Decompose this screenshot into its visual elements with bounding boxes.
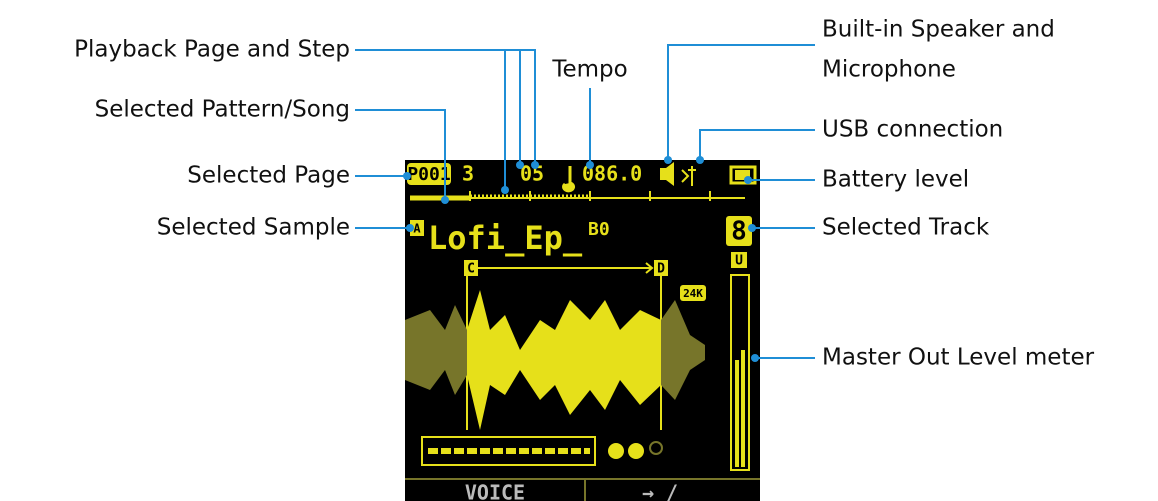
end-marker: D	[657, 262, 665, 277]
callout-label: Selected Page	[187, 163, 350, 189]
callout-label: Master Out Level meter	[822, 345, 1095, 371]
tab[interactable]: VOICE	[465, 481, 525, 501]
sample-slot: A	[413, 222, 421, 236]
callout-label: USB connection	[822, 117, 1003, 143]
callout-label: Selected Track	[822, 215, 990, 241]
diagram: P001 3 05 086.0 A Lofi_Ep_ B0 8 C D 24K …	[0, 0, 1158, 501]
sample-rate: 24K	[683, 287, 703, 300]
track: 8	[731, 217, 747, 247]
callout-label: Built-in Speaker and	[822, 17, 1055, 43]
sample-name: Lofi_Ep_	[428, 219, 583, 257]
callout-label: Selected Pattern/Song	[95, 97, 350, 123]
tab[interactable]: → /	[642, 481, 678, 501]
callout-label: Playback Page and Step	[74, 37, 350, 63]
device-screen: P001 3 05 086.0 A Lofi_Ep_ B0 8 C D 24K …	[405, 160, 760, 501]
bank: B0	[588, 219, 610, 240]
start-marker: C	[467, 262, 475, 277]
callout-label: Battery level	[822, 167, 969, 193]
pattern: 3	[462, 162, 474, 186]
callout-label: Selected Sample	[157, 215, 350, 241]
meter-label: U	[735, 254, 743, 269]
callout-label: Microphone	[822, 57, 956, 83]
callout-label: Tempo	[551, 57, 627, 83]
